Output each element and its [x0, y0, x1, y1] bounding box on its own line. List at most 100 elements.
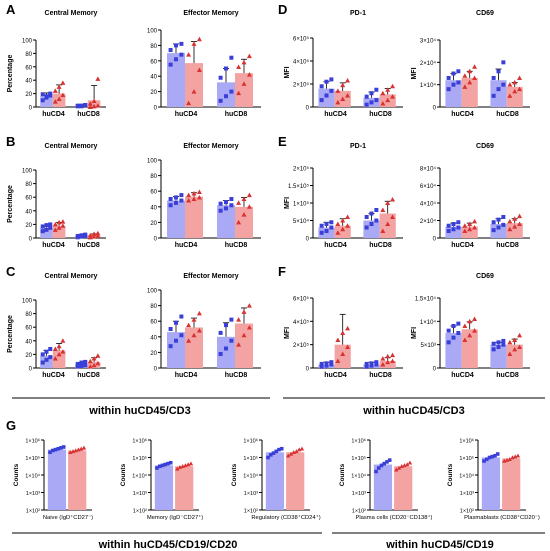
data-point	[179, 41, 184, 46]
data-point	[490, 454, 495, 459]
data-point	[266, 455, 270, 460]
data-point	[299, 446, 305, 451]
data-point	[345, 325, 351, 331]
data-point	[319, 361, 324, 366]
data-point	[246, 53, 252, 59]
data-point	[40, 98, 45, 103]
data-point	[496, 340, 501, 345]
data-point	[467, 79, 473, 85]
panel-letter-d: D	[278, 2, 287, 17]
data-point	[186, 198, 192, 203]
data-point	[472, 218, 478, 224]
data-point	[40, 224, 45, 229]
data-point	[75, 364, 80, 369]
y-tick-label: 0	[29, 237, 33, 243]
data-point	[380, 362, 386, 367]
data-point	[60, 219, 66, 224]
bar-red	[185, 196, 203, 238]
data-point	[501, 338, 506, 343]
data-point	[387, 458, 392, 462]
data-point	[174, 43, 178, 48]
data-point	[79, 360, 84, 365]
data-point	[390, 352, 396, 358]
panel-letter-c: C	[6, 264, 16, 279]
data-point	[241, 81, 247, 86]
bar-red	[175, 466, 194, 510]
data-point	[175, 466, 180, 471]
data-point	[385, 359, 391, 365]
bar-red	[461, 226, 478, 238]
y-tick-label: 60	[25, 326, 32, 332]
bar-red	[52, 350, 66, 368]
bar-red	[185, 327, 203, 368]
data-point	[374, 87, 379, 92]
y-tick-label: 4×10⁴	[420, 201, 437, 208]
data-point	[83, 102, 88, 107]
data-point	[56, 225, 62, 230]
y-tick-label: 20	[25, 353, 32, 359]
data-point	[385, 87, 391, 92]
y-tick-label: 1×10²	[26, 509, 40, 515]
data-point	[501, 215, 506, 219]
data-point	[52, 227, 58, 232]
data-point	[446, 75, 451, 80]
data-point	[191, 332, 197, 338]
y-tick-label: 60	[150, 320, 157, 326]
data-point	[467, 221, 473, 226]
data-point	[224, 200, 228, 205]
data-point	[335, 230, 341, 235]
data-point	[501, 60, 506, 65]
data-point	[345, 344, 351, 349]
data-point	[462, 73, 468, 78]
y-tick-label: 60	[150, 190, 157, 196]
y-axis-label: Counts	[447, 463, 454, 486]
data-point	[60, 349, 66, 354]
data-point	[155, 466, 159, 470]
data-point	[340, 96, 346, 101]
data-point	[390, 94, 396, 99]
data-point	[390, 214, 396, 219]
y-tick-label: 80	[150, 174, 157, 180]
data-point	[224, 346, 228, 351]
bar-blue	[217, 205, 235, 238]
y-tick-label: 1×10³	[133, 491, 147, 497]
y-tick-label: 100	[22, 169, 33, 175]
data-point	[512, 337, 518, 342]
data-point	[236, 342, 242, 347]
category-label: huCD4	[42, 372, 65, 379]
data-point	[288, 451, 294, 456]
bar-red	[87, 100, 101, 107]
data-point	[380, 228, 386, 233]
bar-red	[68, 450, 87, 510]
y-tick-label: 4×10⁵	[293, 319, 310, 326]
data-point	[56, 96, 62, 101]
data-point	[340, 218, 346, 223]
data-point	[40, 92, 45, 97]
category-label: huCD4	[324, 242, 347, 249]
data-point	[224, 66, 228, 71]
data-point	[196, 328, 202, 333]
data-point	[462, 223, 468, 228]
data-point	[241, 196, 247, 201]
data-point	[286, 453, 291, 458]
y-tick-label: 1×10⁵	[132, 455, 147, 462]
data-point	[166, 461, 170, 466]
data-point	[472, 316, 478, 321]
data-point	[374, 208, 379, 212]
y-tick-label: 1×10⁵	[243, 455, 258, 462]
bar-red	[185, 63, 203, 107]
data-point	[319, 223, 324, 228]
chart-title: Central Memory	[45, 143, 98, 150]
caption-bottom-left: within huCD45/CD19/CD20	[98, 539, 238, 551]
category-label: huCD8	[225, 111, 248, 118]
y-axis-label: MFI	[284, 197, 291, 209]
data-point	[241, 309, 247, 314]
data-point	[91, 103, 97, 109]
data-point	[507, 93, 513, 98]
data-point	[224, 94, 228, 99]
data-point	[168, 203, 173, 208]
data-point	[75, 103, 80, 108]
data-point	[160, 463, 165, 468]
data-point	[340, 226, 346, 232]
panel-letter-g: G	[6, 418, 16, 433]
